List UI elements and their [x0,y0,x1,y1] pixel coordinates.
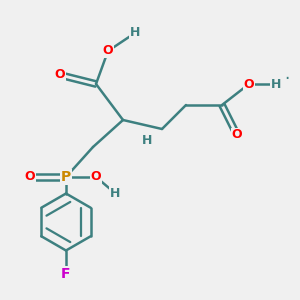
Text: H: H [110,187,121,200]
Text: H: H [271,77,281,91]
Text: P: P [61,170,71,184]
Text: H: H [142,134,152,148]
Text: F: F [61,268,71,281]
Text: O: O [55,68,65,82]
Text: O: O [91,170,101,184]
Text: O: O [232,128,242,142]
Text: O: O [103,44,113,58]
Text: ·: · [284,70,290,88]
Text: H: H [130,26,140,40]
Text: O: O [25,170,35,184]
Text: O: O [244,77,254,91]
